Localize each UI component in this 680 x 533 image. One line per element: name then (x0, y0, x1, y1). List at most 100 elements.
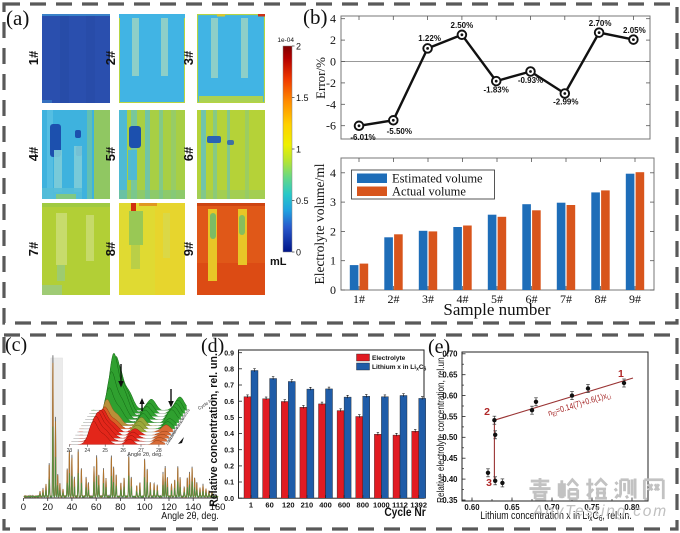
svg-text:-4: -4 (326, 97, 336, 111)
svg-text:400: 400 (175, 423, 182, 430)
svg-text:30: 30 (183, 412, 189, 418)
svg-text:Lithium concentration x in Lix: Lithium concentration x in LixC6, rel.un… (480, 510, 631, 523)
svg-text:600: 600 (338, 501, 351, 510)
svg-text:2: 2 (330, 224, 336, 238)
svg-text:0.8: 0.8 (224, 366, 234, 373)
svg-text:AnyTesting.com: AnyTesting.com (532, 503, 668, 520)
svg-text:(e): (e) (428, 336, 450, 358)
svg-text:210: 210 (301, 501, 314, 510)
svg-text:0.7: 0.7 (224, 383, 234, 390)
svg-text:0.60: 0.60 (464, 503, 480, 512)
svg-text:2: 2 (330, 33, 336, 47)
svg-text:3#: 3# (422, 292, 434, 306)
svg-text:1e-04: 1e-04 (277, 37, 294, 44)
svg-text:7#: 7# (560, 292, 572, 306)
svg-text:0: 0 (21, 502, 26, 513)
svg-text:26: 26 (120, 448, 126, 454)
svg-text:1#: 1# (353, 292, 365, 306)
svg-text:mL: mL (270, 256, 287, 268)
svg-text:0.4: 0.4 (224, 431, 234, 438)
svg-text:0.60: 0.60 (442, 391, 458, 400)
svg-text:20: 20 (42, 502, 53, 513)
svg-text:1#: 1# (26, 50, 41, 65)
svg-text:0.80: 0.80 (624, 503, 640, 512)
svg-text:1.22%: 1.22% (418, 34, 441, 43)
svg-text:2#: 2# (103, 50, 118, 65)
svg-text:Angle 2θ, deg.: Angle 2θ, deg. (161, 510, 219, 522)
svg-text:3#: 3# (181, 50, 196, 65)
svg-text:(a): (a) (6, 6, 29, 30)
svg-text:28: 28 (156, 448, 162, 454)
svg-text:1112: 1112 (392, 501, 408, 510)
svg-text:1112: 1112 (167, 434, 174, 442)
svg-text:800: 800 (171, 429, 178, 436)
svg-text:5#: 5# (103, 146, 118, 161)
svg-text:5#: 5# (491, 292, 503, 306)
svg-text:0: 0 (330, 55, 336, 69)
svg-text:60: 60 (265, 501, 273, 510)
svg-text:60: 60 (91, 502, 102, 513)
svg-text:24: 24 (85, 448, 91, 454)
svg-text:1: 1 (187, 408, 191, 412)
svg-text:0.75: 0.75 (584, 503, 600, 512)
svg-text:0.1: 0.1 (224, 480, 234, 487)
svg-text:-5.50%: -5.50% (387, 127, 412, 136)
svg-text:0.65: 0.65 (504, 503, 520, 512)
svg-text:0.70: 0.70 (442, 350, 458, 359)
svg-text:Angle 2θ, deg.: Angle 2θ, deg. (127, 452, 163, 458)
svg-text:Relative electrolyte concentra: Relative electrolyte concentration, rel.… (434, 355, 446, 503)
svg-text:2#: 2# (388, 292, 400, 306)
svg-text:2: 2 (296, 41, 301, 51)
svg-text:8#: 8# (595, 292, 607, 306)
svg-text:0.5: 0.5 (296, 196, 309, 206)
svg-text:Cycle Nr: Cycle Nr (384, 506, 426, 519)
svg-text:1: 1 (296, 144, 301, 154)
svg-text:9#: 9# (181, 241, 196, 256)
svg-text:0.9: 0.9 (224, 350, 234, 357)
svg-text:6#: 6# (526, 292, 538, 306)
svg-text:9#: 9# (629, 292, 641, 306)
svg-text:8#: 8# (103, 241, 118, 256)
svg-text:27: 27 (138, 448, 144, 454)
svg-text:0.3: 0.3 (224, 447, 234, 454)
svg-text:2.05%: 2.05% (623, 26, 646, 35)
svg-text:2: 2 (484, 406, 490, 418)
svg-text:3: 3 (330, 195, 336, 209)
svg-text:0.50: 0.50 (442, 433, 458, 442)
svg-text:1: 1 (330, 254, 336, 268)
svg-text:2.50%: 2.50% (451, 21, 474, 30)
svg-text:4: 4 (330, 166, 336, 180)
svg-text:(d): (d) (201, 335, 224, 357)
svg-text:120: 120 (161, 502, 177, 513)
svg-text:100: 100 (137, 502, 153, 513)
svg-text:Estimated volume: Estimated volume (392, 172, 483, 186)
svg-text:Electrolyte: Electrolyte (372, 355, 406, 362)
svg-text:1000: 1000 (373, 501, 390, 510)
svg-text:-2.99%: -2.99% (553, 98, 578, 107)
svg-text:210: 210 (177, 420, 184, 427)
svg-text:Actual volume: Actual volume (392, 185, 466, 199)
svg-text:0: 0 (296, 247, 301, 257)
svg-text:-2: -2 (326, 76, 336, 90)
svg-text:1: 1 (249, 501, 253, 510)
svg-text:4#: 4# (26, 146, 41, 161)
svg-text:4#: 4# (457, 292, 469, 306)
svg-text:400: 400 (319, 501, 332, 510)
svg-text:-0.93%: -0.93% (518, 76, 543, 85)
svg-text:0.0: 0.0 (224, 496, 234, 503)
svg-text:0.70: 0.70 (544, 503, 560, 512)
svg-text:7#: 7# (26, 241, 41, 256)
svg-text:0.65: 0.65 (442, 371, 458, 380)
svg-text:2.70%: 2.70% (589, 19, 612, 28)
svg-text:0.55: 0.55 (442, 412, 458, 421)
svg-text:0.2: 0.2 (224, 464, 234, 471)
svg-text:0.40: 0.40 (442, 475, 458, 484)
svg-text:120: 120 (179, 417, 186, 424)
svg-text:1392: 1392 (410, 501, 427, 510)
svg-text:800: 800 (357, 501, 370, 510)
svg-text:40: 40 (67, 502, 78, 513)
svg-text:600: 600 (173, 426, 180, 433)
svg-text:(b): (b) (303, 5, 328, 29)
svg-text:-6.01%: -6.01% (350, 133, 375, 142)
svg-text:0: 0 (330, 283, 336, 297)
